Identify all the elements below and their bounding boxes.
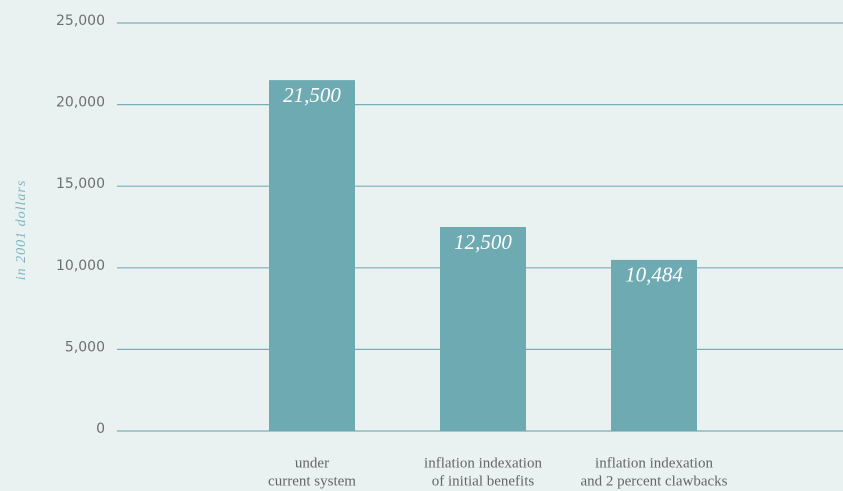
value-label: 21,500: [283, 83, 341, 107]
y-tick-label: 10,000: [56, 258, 105, 274]
y-tick-label: 5,000: [65, 339, 105, 355]
value-label: 10,484: [625, 263, 683, 287]
y-axis-label: in 2001 dollars: [14, 180, 29, 281]
bar: [611, 259, 697, 431]
bar: [269, 80, 355, 432]
y-tick-label: 25,000: [56, 13, 105, 29]
x-tick-label: of initial benefits: [432, 473, 535, 489]
y-tick-label: 20,000: [56, 95, 105, 111]
x-tick-label: current system: [268, 473, 356, 489]
x-tick-label: inflation indexation: [424, 455, 542, 471]
y-tick-label: 0: [96, 421, 105, 437]
bar: [440, 227, 526, 431]
value-label: 12,500: [454, 230, 512, 254]
y-tick-label: 15,000: [56, 176, 105, 192]
x-tick-label: under: [295, 455, 329, 471]
x-tick-label: inflation indexation: [595, 455, 713, 471]
x-tick-label: and 2 percent clawbacks: [580, 473, 727, 489]
